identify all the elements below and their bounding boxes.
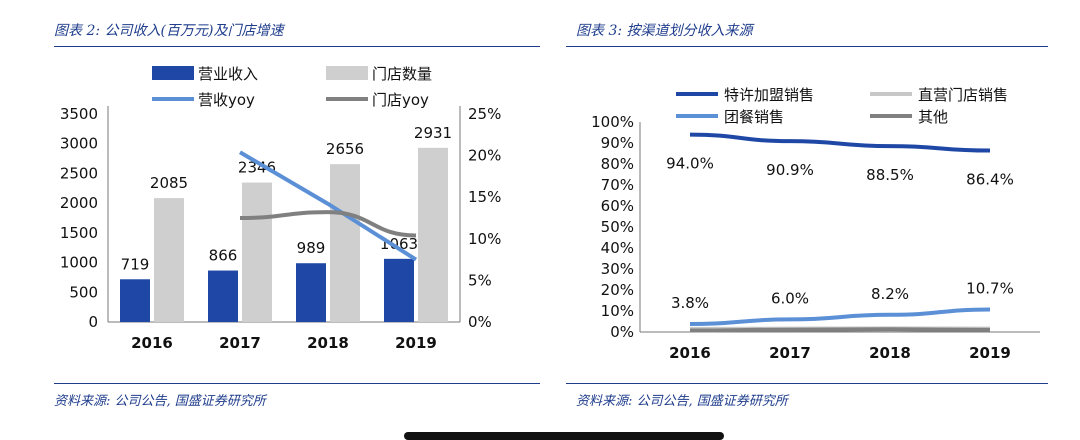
- x-tick-label: 2018: [869, 344, 911, 362]
- left-chart-title: 图表 2: 公司收入(百万元)及门店增速: [54, 23, 284, 39]
- legend-label-direct-store: 直营门店销售: [918, 86, 1008, 104]
- right-y-tick-label: 5%: [468, 271, 492, 289]
- y-tick-label: 80%: [601, 155, 634, 173]
- line-franchise: [689, 132, 991, 153]
- legend-label-group-meal: 团餐销售: [724, 108, 784, 126]
- right-y-tick-label: 25%: [468, 105, 501, 123]
- right-source-note: 资料来源: 公司公告, 国盛证券研究所: [576, 394, 788, 409]
- bar-stores-2016: [154, 198, 184, 322]
- legend-swatch: [152, 66, 194, 80]
- data-label-group-meal: 6.0%: [771, 289, 809, 307]
- right-y-tick-label: 20%: [468, 147, 501, 165]
- bar-revenue-2017: [208, 270, 238, 322]
- revenue-stores-chart: 0 500 1000 1500 2000 2500 3000 3500 0% 5% 10% 15% 20…: [60, 65, 502, 352]
- y-tick-label: 90%: [601, 134, 634, 152]
- x-tick-label: 2019: [969, 344, 1011, 362]
- left-source-note: 资料来源: 公司公告, 国盛证券研究所: [54, 394, 266, 409]
- data-label-franchise: 88.5%: [866, 166, 914, 184]
- right-chart-title: 图表 3: 按渠道划分收入来源: [576, 23, 753, 39]
- left-title-rule: [54, 46, 540, 47]
- home-indicator[interactable]: [404, 432, 724, 440]
- x-tick-label: 2017: [769, 344, 811, 362]
- right-y-tick-label: 10%: [468, 230, 501, 248]
- right-y-tick-label: 0%: [468, 313, 492, 331]
- legend-label-franchise: 特许加盟销售: [724, 86, 814, 104]
- left-y-tick-label: 2000: [60, 194, 98, 212]
- data-label-group-meal: 8.2%: [871, 285, 909, 303]
- left-y-tick-label: 1000: [60, 254, 98, 272]
- legend-label: 营收yoy: [198, 91, 255, 109]
- y-tick-label: 40%: [601, 239, 634, 257]
- bar-revenue-2016: [120, 279, 150, 322]
- x-tick-label: 2019: [395, 334, 437, 352]
- x-tick-label: 2017: [219, 334, 261, 352]
- data-label-revenue: 1063: [380, 235, 418, 253]
- legend-label: 门店yoy: [372, 91, 429, 109]
- line-revenue-yoy: [238, 150, 418, 262]
- x-tick-label: 2018: [307, 334, 349, 352]
- line-group-meal: [689, 307, 991, 327]
- data-label-revenue: 866: [209, 247, 238, 265]
- legend-label: 门店数量: [372, 65, 432, 83]
- channel-revenue-chart: 0% 10% 20% 30% 40% 50% 60% 70% 80% 90% 100% 94.0% 90…: [591, 86, 1040, 362]
- bar-stores-2018: [330, 164, 360, 322]
- left-y-tick-label: 2500: [60, 164, 98, 182]
- y-tick-label: 60%: [601, 197, 634, 215]
- data-label-revenue: 719: [121, 255, 150, 273]
- data-label-revenue: 989: [297, 239, 326, 257]
- legend-swatch: [326, 66, 368, 80]
- data-label-group-meal: 10.7%: [966, 280, 1014, 298]
- bar-revenue-2018: [296, 263, 326, 322]
- left-source-rule: [54, 383, 540, 384]
- bar-revenue-2019: [384, 258, 414, 322]
- legend-label-other: 其他: [918, 108, 948, 126]
- data-label-franchise: 94.0%: [666, 155, 714, 173]
- y-tick-label: 0%: [610, 323, 634, 341]
- left-y-tick-label: 500: [69, 283, 98, 301]
- right-source-rule: [566, 383, 1048, 384]
- y-tick-label: 20%: [601, 281, 634, 299]
- data-label-stores: 2931: [414, 124, 452, 142]
- left-y-tick-label: 3000: [60, 135, 98, 153]
- data-label-franchise: 86.4%: [966, 171, 1014, 189]
- left-y-tick-label: 3500: [60, 105, 98, 123]
- left-y-tick-label: 1500: [60, 224, 98, 242]
- data-label-stores: 2656: [326, 140, 364, 158]
- legend-label: 营业收入: [198, 65, 258, 83]
- y-tick-label: 100%: [591, 113, 634, 131]
- x-tick-label: 2016: [131, 334, 173, 352]
- data-label-group-meal: 3.8%: [671, 294, 709, 312]
- y-tick-label: 10%: [601, 302, 634, 320]
- y-tick-label: 70%: [601, 176, 634, 194]
- data-label-franchise: 90.9%: [766, 161, 814, 179]
- left-y-tick-label: 0: [88, 313, 98, 331]
- right-y-tick-label: 15%: [468, 188, 501, 206]
- data-label-stores: 2085: [150, 174, 188, 192]
- y-tick-label: 30%: [601, 260, 634, 278]
- y-tick-label: 50%: [601, 218, 634, 236]
- line-other: [689, 327, 991, 333]
- bar-stores-2017: [242, 182, 272, 322]
- x-tick-label: 2016: [669, 344, 711, 362]
- data-label-stores: 2346: [238, 159, 276, 177]
- right-title-rule: [566, 46, 1048, 47]
- bar-stores-2019: [418, 147, 448, 322]
- line-stores-yoy: [239, 210, 417, 238]
